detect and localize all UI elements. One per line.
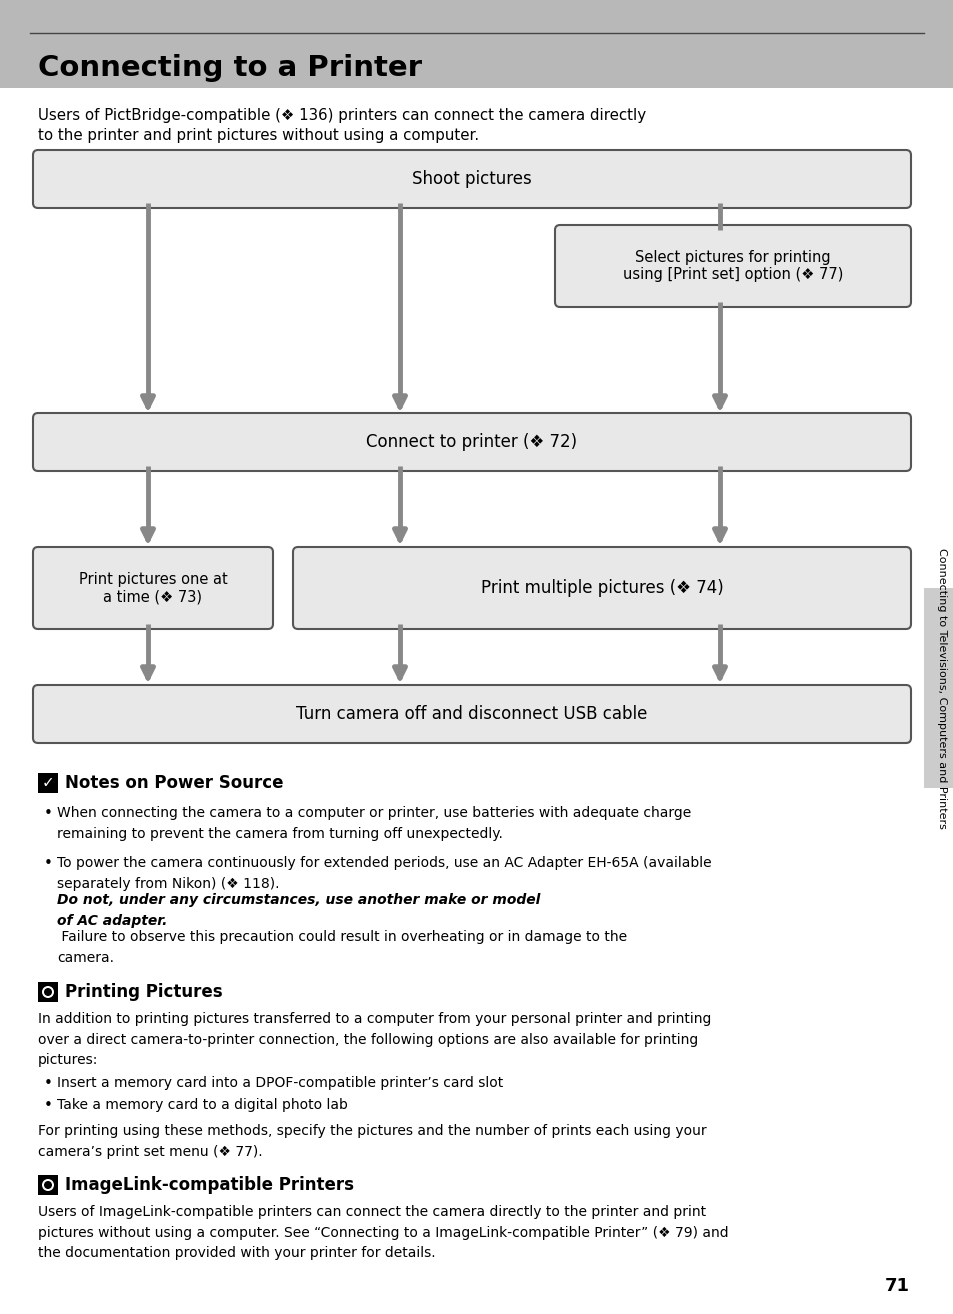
Circle shape [44,1181,52,1189]
Text: In addition to printing pictures transferred to a computer from your personal pr: In addition to printing pictures transfe… [38,1012,711,1067]
Text: Select pictures for printing
using [Print set] option (❖ 77): Select pictures for printing using [Prin… [622,250,842,283]
Text: Do not, under any circumstances, use another make or model
of AC adapter.: Do not, under any circumstances, use ano… [57,894,539,928]
Text: To power the camera continuously for extended periods, use an AC Adapter EH-65A : To power the camera continuously for ext… [57,855,711,891]
Text: Connecting to Televisions, Computers and Printers: Connecting to Televisions, Computers and… [936,548,946,828]
Text: Print multiple pictures (❖ 74): Print multiple pictures (❖ 74) [480,579,722,597]
FancyBboxPatch shape [33,547,273,629]
Text: When connecting the camera to a computer or printer, use batteries with adequate: When connecting the camera to a computer… [57,805,691,841]
Text: •: • [44,805,52,821]
FancyBboxPatch shape [33,413,910,470]
Text: Connect to printer (❖ 72): Connect to printer (❖ 72) [366,434,577,451]
Text: Insert a memory card into a DPOF-compatible printer’s card slot: Insert a memory card into a DPOF-compati… [57,1076,503,1091]
Text: to the printer and print pictures without using a computer.: to the printer and print pictures withou… [38,127,478,143]
Text: Take a memory card to a digital photo lab: Take a memory card to a digital photo la… [57,1099,348,1112]
Text: 71: 71 [884,1277,909,1296]
Text: Print pictures one at
a time (❖ 73): Print pictures one at a time (❖ 73) [78,572,227,604]
Circle shape [42,1179,54,1190]
Text: Notes on Power Source: Notes on Power Source [65,774,283,792]
Text: ✓: ✓ [42,775,54,791]
Bar [38,1175,58,1194]
Text: •: • [44,855,52,871]
Bar [0,0,953,88]
FancyBboxPatch shape [555,225,910,307]
Text: Connecting to a Printer: Connecting to a Printer [38,54,421,81]
Text: Users of ImageLink-compatible printers can connect the camera directly to the pr: Users of ImageLink-compatible printers c… [38,1205,728,1260]
Bar [38,982,58,1003]
Text: Shoot pictures: Shoot pictures [412,170,532,188]
Text: Users of PictBridge-compatible (❖ 136) printers can connect the camera directly: Users of PictBridge-compatible (❖ 136) p… [38,108,645,124]
Text: Turn camera off and disconnect USB cable: Turn camera off and disconnect USB cable [296,706,647,723]
Bar [38,773,58,794]
Text: •: • [44,1099,52,1113]
Text: For printing using these methods, specify the pictures and the number of prints : For printing using these methods, specif… [38,1123,706,1159]
Circle shape [42,986,54,999]
Bar [923,587,953,788]
Text: ImageLink-compatible Printers: ImageLink-compatible Printers [65,1176,354,1194]
FancyBboxPatch shape [293,547,910,629]
Text: Printing Pictures: Printing Pictures [65,983,222,1001]
Circle shape [44,988,52,996]
FancyBboxPatch shape [33,150,910,208]
FancyBboxPatch shape [33,685,910,742]
Text: •: • [44,1076,52,1091]
Text: Failure to observe this precaution could result in overheating or in damage to t: Failure to observe this precaution could… [57,930,626,964]
